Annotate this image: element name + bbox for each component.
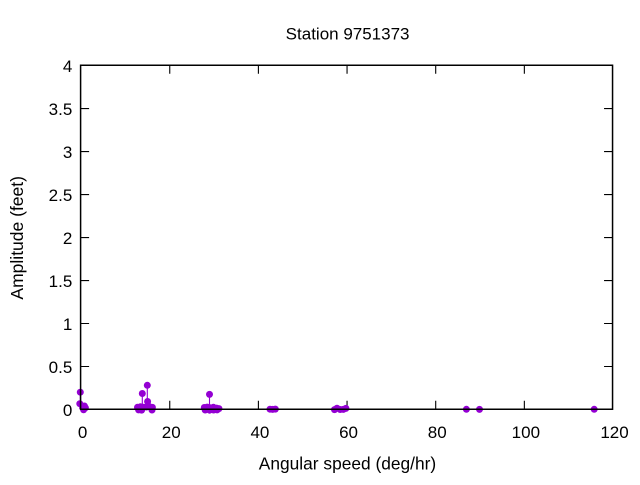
- svg-text:0: 0: [78, 423, 87, 442]
- svg-text:20: 20: [162, 423, 181, 442]
- svg-text:60: 60: [339, 423, 358, 442]
- svg-text:3: 3: [63, 143, 72, 162]
- svg-text:Station 9751373: Station 9751373: [286, 24, 410, 43]
- svg-text:2: 2: [63, 229, 72, 248]
- svg-text:80: 80: [428, 423, 447, 442]
- svg-text:Amplitude (feet): Amplitude (feet): [7, 176, 27, 300]
- svg-text:120: 120: [600, 423, 628, 442]
- svg-text:Angular speed (deg/hr): Angular speed (deg/hr): [259, 454, 436, 474]
- svg-text:3.5: 3.5: [49, 100, 73, 119]
- svg-text:1.5: 1.5: [49, 272, 73, 291]
- svg-text:2.5: 2.5: [49, 186, 73, 205]
- svg-text:0.5: 0.5: [49, 358, 73, 377]
- svg-text:1: 1: [63, 315, 72, 334]
- svg-text:100: 100: [512, 423, 540, 442]
- svg-text:40: 40: [250, 423, 269, 442]
- svg-text:0: 0: [63, 401, 72, 420]
- svg-text:4: 4: [63, 57, 72, 76]
